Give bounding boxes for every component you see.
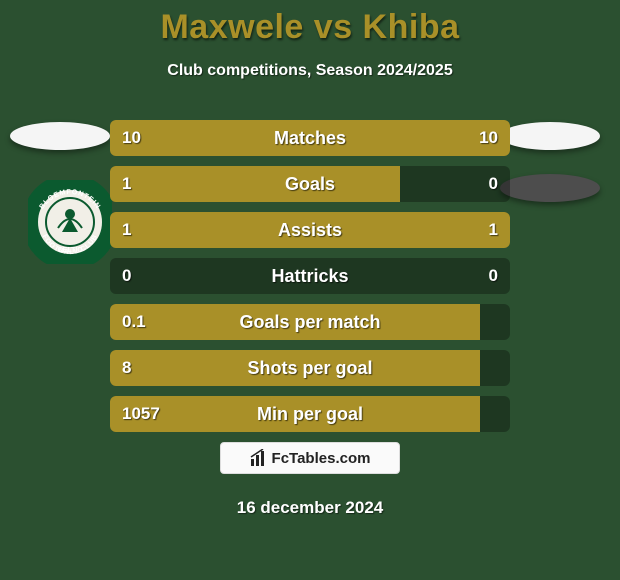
bar-fill-left (110, 120, 310, 156)
bar-track (110, 258, 510, 294)
bar-row: Goals10 (110, 166, 510, 202)
bar-row: Goals per match0.1 (110, 304, 510, 340)
player-right-silhouette-top (500, 122, 600, 150)
bar-fill-left (110, 212, 310, 248)
bar-fill-left (110, 350, 480, 386)
page-title: Maxwele vs Khiba (0, 8, 620, 47)
comparison-bars: Matches1010 Goals10 Assists11 Hattricks00 Go… (110, 120, 510, 442)
bar-row: Hattricks00 (110, 258, 510, 294)
player-right-silhouette-bottom (500, 174, 600, 202)
subtitle: Club competitions, Season 2024/2025 (0, 62, 620, 80)
bar-fill-right (310, 120, 510, 156)
player-left-silhouette (10, 122, 110, 150)
badge-text-mid: CELTIC (58, 247, 83, 254)
bar-row: Assists11 (110, 212, 510, 248)
club-badge: BLOEMFONTEIN FOOTBALL CLUB CELTIC (28, 180, 112, 264)
bar-fill-left (110, 396, 480, 432)
bar-row: Matches1010 (110, 120, 510, 156)
club-badge-svg: BLOEMFONTEIN FOOTBALL CLUB CELTIC (28, 180, 112, 264)
bar-row: Shots per goal8 (110, 350, 510, 386)
bars-icon (250, 449, 268, 467)
bar-row: Min per goal1057 (110, 396, 510, 432)
bar-fill-left (110, 166, 400, 202)
snapshot-date: 16 december 2024 (0, 498, 620, 518)
source-text: FcTables.com (272, 450, 371, 467)
bar-fill-right (310, 212, 510, 248)
bar-fill-left (110, 304, 480, 340)
source-badge[interactable]: FcTables.com (220, 442, 400, 474)
comparison-card: Maxwele vs Khiba Club competitions, Seas… (0, 0, 620, 580)
